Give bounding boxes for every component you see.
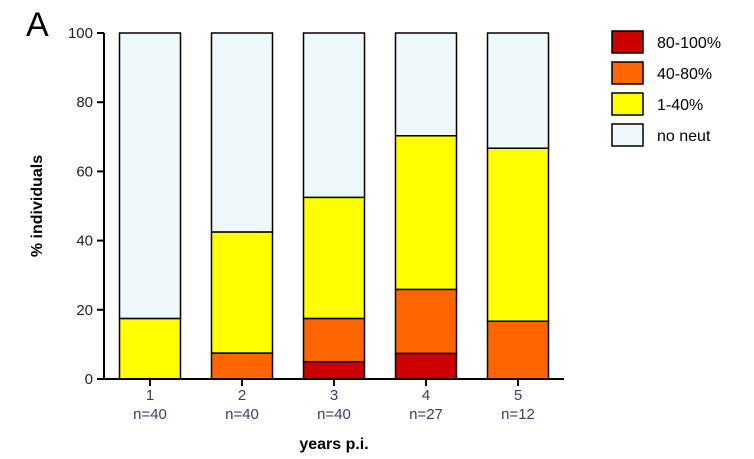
legend-label-0: 80-100% [657, 35, 721, 52]
y-tick-label-40: 40 [76, 233, 93, 250]
bar-segment-3-3 [302, 32, 366, 199]
y-tick-label-20: 20 [76, 302, 93, 319]
bar-segment-4-0 [394, 352, 458, 380]
legend-swatch-1 [611, 61, 644, 85]
bar-segment-4-3 [394, 32, 458, 137]
x-axis-title: years p.i. [299, 436, 368, 453]
x-tick-label-1: 1 [146, 387, 154, 404]
y-axis: 0 20 40 60 80 100 [68, 25, 105, 388]
x-tick-label-4: 4 [422, 387, 430, 404]
bar-segment-3-1 [302, 317, 366, 363]
y-tick-label-100: 100 [68, 25, 93, 42]
x-sublabel-4: n=27 [409, 406, 443, 423]
bar-segment-4-1 [394, 288, 458, 355]
y-tick-label-60: 60 [76, 163, 93, 180]
bar-segment-5-2 [486, 147, 550, 322]
bar-segment-5-1 [486, 320, 550, 380]
legend-swatch-0 [611, 30, 644, 54]
y-tick-label-80: 80 [76, 94, 93, 111]
panel-label: A [26, 6, 49, 44]
y-tick-label-0: 0 [85, 371, 93, 388]
bar-segment-3-2 [302, 196, 366, 320]
bar-segment-2-1 [210, 352, 274, 380]
bar-segment-3-0 [302, 360, 366, 380]
x-sublabel-5: n=12 [501, 406, 535, 423]
x-tick-label-2: 2 [238, 387, 246, 404]
bar-segment-4-2 [394, 135, 458, 291]
x-axis: 1 n=40 2 n=40 3 n=40 4 n=27 5 n=12 [104, 378, 564, 423]
bar-segment-2-2 [210, 231, 274, 354]
x-sublabel-1: n=40 [133, 406, 167, 423]
x-tick-label-3: 3 [330, 387, 338, 404]
bar-segment-2-3 [210, 32, 274, 233]
bar-segment-1-2 [118, 317, 182, 380]
x-sublabel-2: n=40 [225, 406, 259, 423]
legend-label-2: 1-40% [657, 97, 703, 114]
legend-label-3: no neut [657, 128, 711, 145]
legend-label-1: 40-80% [657, 66, 712, 83]
bar-segment-5-3 [486, 32, 550, 149]
bar-segment-1-3 [118, 32, 182, 320]
bars [118, 32, 550, 380]
x-sublabel-3: n=40 [317, 406, 351, 423]
x-tick-label-5: 5 [514, 387, 522, 404]
legend-swatch-2 [611, 92, 644, 116]
legend: 80-100% 40-80% 1-40% no neut [611, 30, 721, 147]
y-axis-title: % individuals [29, 155, 46, 257]
legend-swatch-3 [611, 123, 644, 147]
